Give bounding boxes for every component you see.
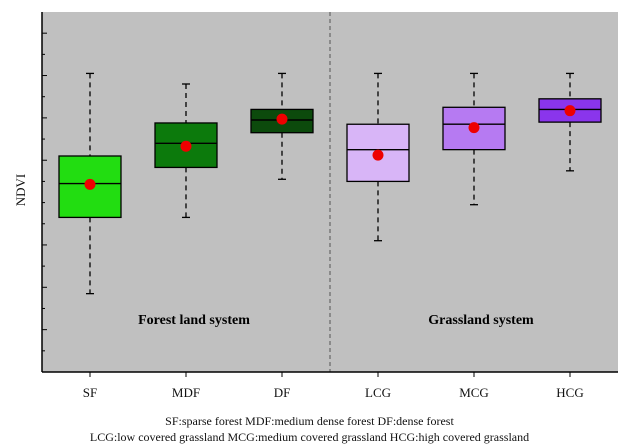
axes-layer: SF MDF DF LCG MCG HCG — [41, 12, 618, 400]
mean-marker-lcg — [372, 149, 384, 161]
footnote-grassland-legend: LCG:low covered grassland MCG:medium cov… — [89, 430, 530, 444]
mean-marker-mdf — [180, 140, 192, 152]
x-tick-label-mcg: MCG — [459, 385, 489, 400]
x-tick-label-lcg: LCG — [365, 385, 391, 400]
boxplot-chart: SF MDF DF LCG MCG HCG NDVI Forest land system… — [13, 12, 618, 400]
x-tick-label-mdf: MDF — [172, 385, 200, 400]
x-tick-label-df: DF — [274, 385, 291, 400]
boxes-layer — [58, 72, 602, 295]
mean-marker-mcg — [468, 122, 480, 134]
mean-marker-hcg — [564, 105, 576, 117]
mean-marker-sf — [84, 178, 96, 190]
footnote-forest-legend: SF:sparse forest MDF:medium dense forest… — [165, 414, 454, 428]
mean-marker-df — [276, 113, 288, 125]
group-label-forest: Forest land system — [138, 313, 250, 328]
x-tick-label-hcg: HCG — [556, 385, 583, 400]
x-tick-label-sf: SF — [83, 385, 97, 400]
group-label-grassland: Grassland system — [428, 313, 534, 328]
y-axis-label: NDVI — [13, 174, 28, 207]
